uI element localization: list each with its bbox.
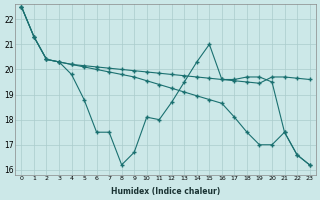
X-axis label: Humidex (Indice chaleur): Humidex (Indice chaleur) xyxy=(111,187,220,196)
